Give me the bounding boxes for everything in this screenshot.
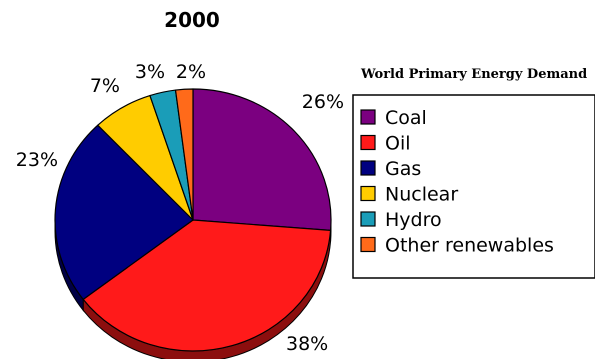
legend-label-nuclear: Nuclear (385, 184, 458, 206)
legend-item-nuclear: Nuclear (360, 184, 458, 206)
legend-label-coal: Coal (385, 107, 427, 129)
legend-label-hydro: Hydro (385, 209, 442, 231)
value-label-hydro: 3% (135, 61, 165, 83)
legend-swatch-nuclear (360, 185, 376, 202)
legend-swatch-other-renewables (360, 236, 376, 253)
legend-swatch-hydro (360, 211, 376, 227)
legend-label-other-renewables: Other renewables (385, 235, 554, 257)
value-label-oil: 38% (286, 333, 328, 355)
legend-label-gas: Gas (385, 158, 421, 180)
pie-slice-gas (54, 124, 194, 300)
pie-slice-coal (192, 88, 332, 231)
legend-label-oil: Oil (385, 133, 411, 155)
pie-slices (54, 88, 332, 352)
legend-box (352, 94, 595, 279)
value-label-other-renewables: 2% (176, 61, 206, 83)
legend-swatch-gas (360, 160, 376, 176)
legend-item-other-renewables: Other renewables (360, 235, 554, 257)
pie-value-labels: 26% 38% 23% 7% 3% 2% (16, 61, 344, 355)
chart-subtitle: World Primary Energy Demand (360, 67, 587, 82)
legend-item-oil: Oil (360, 133, 411, 155)
legend-item-gas: Gas (360, 158, 421, 180)
pie-slice-oil (82, 219, 332, 352)
pie-slice-other-renewables (174, 88, 194, 221)
legend-swatch-oil (360, 134, 376, 151)
legend: Coal Oil Gas Nuclear Hydro Other renewables (352, 94, 595, 279)
legend-swatch-coal (360, 109, 376, 125)
value-label-gas: 23% (16, 149, 58, 171)
value-label-coal: 26% (302, 91, 344, 113)
legend-item-hydro: Hydro (360, 209, 442, 231)
value-label-nuclear: 7% (90, 75, 120, 97)
chart-title: 2000 (164, 8, 220, 32)
legend-item-coal: Coal (360, 107, 427, 129)
